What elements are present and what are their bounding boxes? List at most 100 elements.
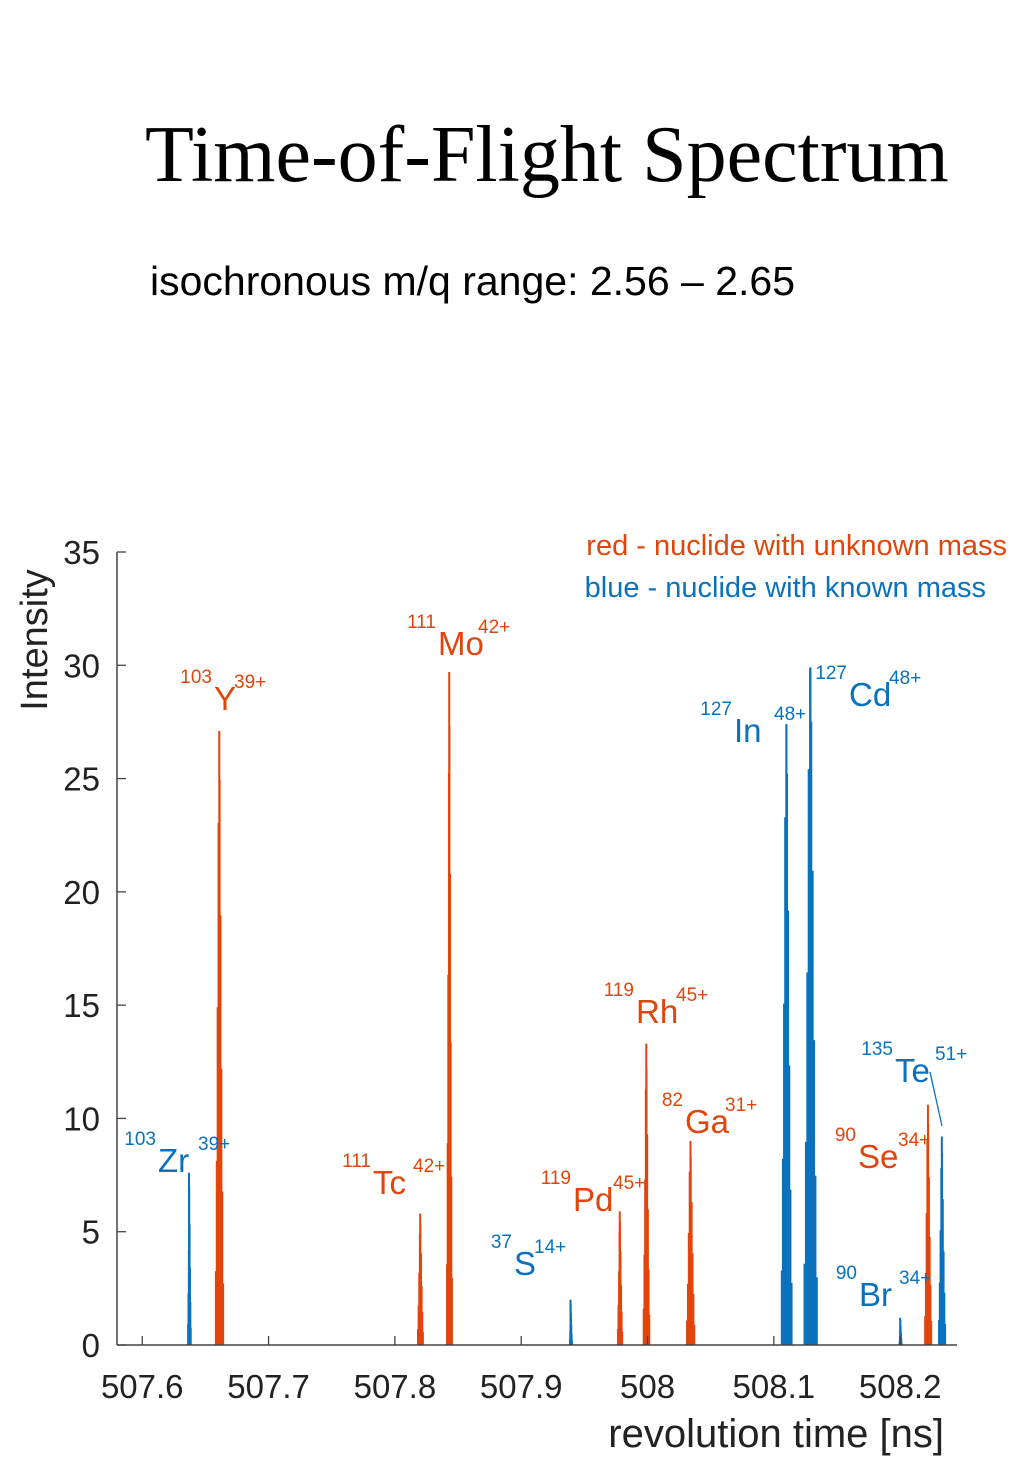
peak-bar <box>942 1199 944 1345</box>
peak-bar <box>788 1065 791 1345</box>
peak-bar <box>644 1179 646 1345</box>
peak-bar <box>930 1320 933 1345</box>
x-tick-label: 508.1 <box>733 1368 816 1405</box>
peak-bar <box>929 1236 931 1345</box>
peak-bar <box>648 1269 650 1345</box>
peak-tc-111 <box>417 1213 424 1345</box>
nuclide-mass-number: 90 <box>836 1263 857 1284</box>
page-subtitle: isochronous m/q range: 2.56 – 2.65 <box>150 258 796 304</box>
y-tick-label: 30 <box>63 647 100 684</box>
peak-bar <box>451 1277 453 1345</box>
peak-bar <box>217 823 219 1345</box>
nuclide-charge-state: 34+ <box>898 1130 930 1151</box>
peak-bar <box>791 1282 793 1345</box>
peak-bar <box>646 1134 649 1345</box>
peak-bar <box>686 1283 689 1345</box>
peak-bar <box>422 1331 424 1345</box>
legend-entry-known: blue - nuclide with known mass <box>585 572 986 604</box>
peak-bar <box>571 1333 573 1345</box>
peak-bar <box>943 1251 945 1345</box>
x-axis-label: revolution time [ns] <box>608 1412 944 1456</box>
peak-bar <box>621 1331 624 1345</box>
peak-bar <box>687 1232 690 1345</box>
nuclide-charge-state: 34+ <box>899 1268 931 1289</box>
peak-bar <box>789 1189 792 1345</box>
peak-bar <box>451 1176 453 1345</box>
nuclide-charge-state: 39+ <box>234 672 266 693</box>
peak-bar <box>930 1284 932 1345</box>
peak-cd-127 <box>803 667 818 1345</box>
peak-bar <box>787 910 790 1345</box>
peak-bar <box>446 1143 448 1345</box>
peak-bar <box>222 1283 225 1345</box>
y-axis-label: Intensity <box>14 569 56 711</box>
y-tick-label: 5 <box>82 1214 100 1251</box>
nuclide-symbol: Pd <box>573 1181 613 1218</box>
peak-bar <box>816 1277 818 1345</box>
peak-bar <box>215 1160 218 1345</box>
peak-bar <box>814 1175 817 1345</box>
y-tick-label: 25 <box>63 761 100 798</box>
nuclide-charge-state: 48+ <box>774 704 806 725</box>
peak-mo-111 <box>446 672 453 1345</box>
peak-bar <box>418 1272 420 1345</box>
peak-bar <box>944 1324 947 1345</box>
peak-bar <box>925 1212 927 1345</box>
peak-s-37 <box>568 1299 573 1345</box>
peak-bar <box>647 1209 649 1345</box>
peak-bar <box>938 1282 941 1345</box>
nuclide-symbol: Tc <box>373 1164 406 1201</box>
peak-in-127 <box>780 724 793 1345</box>
peak-bar <box>811 870 814 1345</box>
nuclide-mass-number: 135 <box>861 1039 893 1060</box>
peak-bar <box>420 1253 422 1345</box>
nuclide-mass-number: 127 <box>815 663 847 684</box>
peak-bar <box>804 1141 807 1345</box>
page-title: Time-of-Flight Spectrum <box>145 111 949 199</box>
nuclide-mass-number: 103 <box>124 1129 156 1150</box>
nuclide-label-s-37: S37 14+ <box>491 1232 566 1282</box>
axes-layer: 507.6 507.7 507.8 507.9 508 508.1 508.2 0 5 10 15 2… <box>63 534 957 1405</box>
nuclide-mass-number: 119 <box>604 980 634 1001</box>
peak-bar <box>780 1270 783 1345</box>
nuclide-charge-state: 45+ <box>613 1173 645 1194</box>
peak-bar <box>447 974 449 1345</box>
peak-se-90 <box>924 1104 933 1345</box>
nuclide-charge-state: 42+ <box>413 1156 445 1177</box>
nuclide-mass-number: 111 <box>342 1151 371 1172</box>
peak-bar <box>450 1042 452 1345</box>
peak-bar <box>688 1171 690 1345</box>
peak-te-135 <box>938 1136 947 1345</box>
nuclide-charge-state: 39+ <box>198 1134 230 1155</box>
peak-bar <box>643 1254 645 1345</box>
peak-bar <box>446 1264 448 1345</box>
peak-bar <box>686 1320 688 1345</box>
peak-bar <box>783 1003 785 1345</box>
nuclide-charge-state: 51+ <box>935 1044 967 1065</box>
nuclide-symbol: Zr <box>158 1142 189 1179</box>
legend-entry-unknown: red - nuclide with unknown mass <box>586 530 1007 562</box>
peak-bar <box>216 1007 218 1345</box>
peak-bar <box>803 1263 806 1345</box>
nuclide-symbol: Se <box>858 1138 898 1175</box>
peak-zr-103 <box>187 1172 192 1345</box>
peak-bar <box>781 1158 784 1345</box>
x-tick-label: 507.9 <box>480 1368 563 1405</box>
peak-bar <box>944 1292 946 1345</box>
peak-bar <box>642 1308 644 1345</box>
y-tick-label: 35 <box>63 534 100 571</box>
nuclide-symbol: Mo <box>438 625 484 662</box>
peak-bar <box>692 1253 694 1345</box>
y-tick-label: 15 <box>63 987 100 1024</box>
